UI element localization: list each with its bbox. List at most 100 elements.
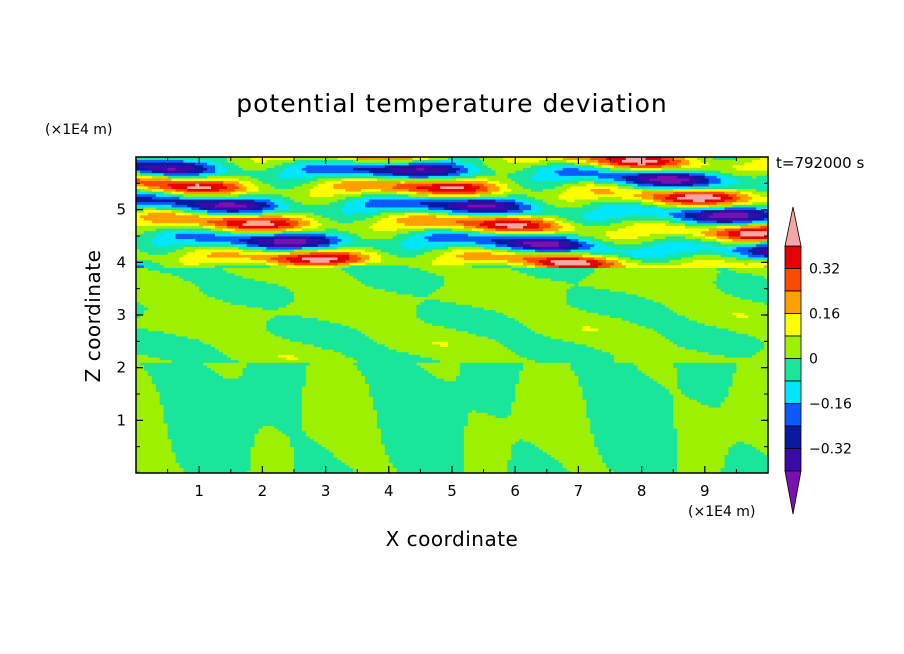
- field-cell: [495, 409, 500, 413]
- field-cell: [396, 417, 402, 421]
- field-cell: [538, 457, 544, 461]
- field-cell: [736, 433, 741, 437]
- field-cell: [250, 420, 255, 424]
- field-cell: [689, 399, 694, 403]
- field-cell: [692, 470, 698, 473]
- field-cell: [230, 417, 236, 421]
- field-cell: [621, 396, 627, 400]
- field-cell: [570, 396, 575, 400]
- field-cell: [617, 438, 623, 442]
- field-cell: [238, 430, 244, 434]
- field-cell: [238, 454, 244, 458]
- field-cell: [558, 417, 563, 421]
- field-cell: [499, 449, 504, 453]
- field-cell: [313, 465, 319, 469]
- field-cell: [309, 420, 315, 424]
- field-cell: [637, 425, 642, 429]
- field-cell: [503, 409, 508, 413]
- field-cell: [578, 401, 583, 405]
- field-cell: [542, 438, 548, 442]
- field-cell: [290, 470, 295, 473]
- field-cell: [700, 465, 706, 469]
- contour-field: [136, 157, 768, 473]
- field-cell: [511, 394, 516, 398]
- field-cell: [752, 399, 757, 403]
- field-cell: [143, 457, 149, 461]
- field-cell: [230, 459, 236, 463]
- field-cell: [266, 396, 271, 400]
- field-cell: [598, 428, 603, 432]
- field-cell: [286, 401, 291, 405]
- field-cell: [610, 407, 615, 411]
- field-cell: [341, 394, 346, 398]
- field-cell: [392, 391, 398, 395]
- field-cell: [309, 422, 315, 426]
- field-cell: [207, 459, 212, 463]
- field-cell: [207, 457, 212, 461]
- field-cell: [282, 457, 287, 461]
- field-cell: [689, 396, 694, 400]
- field-cell: [606, 415, 611, 419]
- field-cell: [582, 444, 587, 448]
- field-cell: [606, 433, 611, 437]
- field-cell: [250, 409, 255, 413]
- field-cell: [649, 420, 654, 424]
- field-cell: [167, 441, 172, 445]
- field-cell: [720, 401, 725, 405]
- field-cell: [570, 430, 575, 434]
- field-cell: [412, 436, 417, 440]
- field-cell: [432, 462, 437, 466]
- field-cell: [704, 465, 710, 469]
- field-cell: [736, 444, 741, 448]
- field-cell: [704, 451, 710, 455]
- field-cell: [428, 415, 433, 419]
- field-cell: [230, 401, 236, 405]
- field-cell: [215, 459, 220, 463]
- field-cell: [341, 428, 346, 432]
- field-cell: [365, 433, 370, 437]
- field-cell: [744, 396, 749, 400]
- field-cell: [455, 394, 461, 398]
- field-cell: [211, 446, 216, 450]
- field-cell: [515, 438, 520, 442]
- field-cell: [388, 465, 394, 469]
- field-cell: [696, 417, 702, 421]
- field-cell: [720, 459, 725, 463]
- field-cell: [365, 394, 370, 398]
- field-cell: [242, 425, 247, 429]
- field-cell: [333, 444, 338, 448]
- field-cell: [594, 451, 599, 455]
- field-cell: [373, 444, 378, 448]
- field-cell: [692, 462, 698, 466]
- field-cell: [610, 399, 615, 403]
- field-cell: [665, 441, 670, 445]
- field-cell: [215, 399, 220, 403]
- field-cell: [143, 467, 149, 471]
- field-cell: [440, 401, 445, 405]
- field-cell: [760, 428, 765, 432]
- field-cell: [376, 399, 382, 403]
- field-cell: [388, 457, 394, 461]
- field-cell: [582, 433, 587, 437]
- field-cell: [467, 449, 473, 453]
- field-cell: [673, 433, 678, 437]
- field-cell: [151, 428, 157, 432]
- field-cell: [258, 444, 263, 448]
- field-cell: [507, 391, 512, 395]
- field-cell: [740, 446, 745, 450]
- field-cell: [720, 428, 725, 432]
- field-cell: [274, 459, 279, 463]
- field-cell: [282, 425, 287, 429]
- field-cell: [641, 436, 646, 440]
- field-cell: [748, 394, 753, 398]
- field-cell: [254, 425, 259, 429]
- field-cell: [163, 467, 168, 471]
- field-cell: [282, 441, 287, 445]
- field-cell: [673, 459, 678, 463]
- field-cell: [416, 441, 421, 445]
- field-cell: [452, 436, 457, 440]
- field-cell: [625, 438, 631, 442]
- field-cell: [238, 401, 244, 405]
- field-cell: [700, 407, 706, 411]
- field-cell: [716, 454, 721, 458]
